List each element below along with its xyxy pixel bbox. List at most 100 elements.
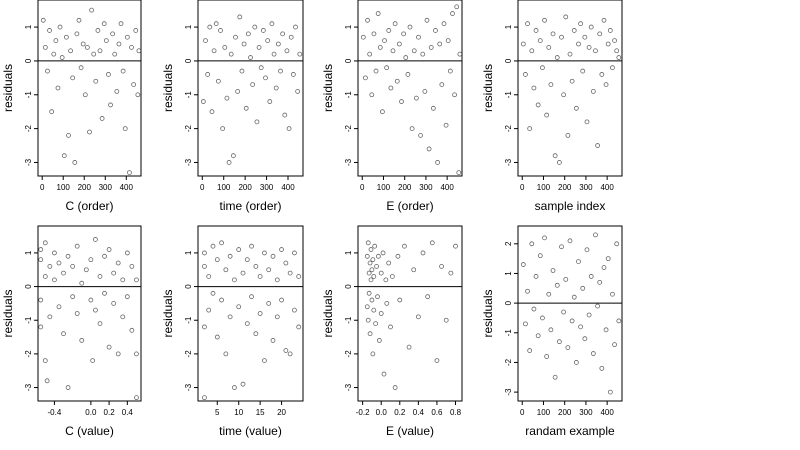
data-point — [95, 28, 101, 33]
x-axis-title: time (order) — [219, 199, 281, 213]
data-point — [40, 17, 46, 23]
y-tick-label: 2 — [504, 241, 513, 246]
data-point — [90, 358, 96, 364]
x-tick-label: -0.4 — [48, 408, 62, 417]
data-point — [542, 17, 547, 23]
data-point — [284, 48, 290, 54]
data-point — [269, 21, 275, 27]
data-point — [82, 92, 88, 98]
y-axis-title: residuals — [321, 64, 335, 112]
data-point — [38, 247, 44, 252]
data-point — [447, 68, 453, 74]
data-point — [70, 263, 76, 269]
data-point — [235, 88, 241, 94]
data-point — [610, 291, 615, 297]
y-axis-title: residuals — [321, 289, 335, 337]
data-point — [49, 109, 55, 115]
y-tick-label: 1 — [184, 24, 193, 29]
data-point — [282, 112, 288, 118]
data-point — [297, 51, 303, 57]
data-point — [430, 105, 436, 111]
data-point — [420, 51, 426, 57]
data-point — [373, 68, 379, 74]
data-point — [51, 51, 57, 57]
data-point — [390, 48, 396, 54]
data-point — [399, 99, 404, 104]
data-point — [434, 358, 440, 364]
data-point — [295, 88, 301, 94]
data-point — [97, 321, 103, 326]
x-tick-label: 0 — [360, 183, 365, 192]
data-point — [380, 250, 386, 256]
data-point — [134, 351, 139, 357]
data-point — [262, 358, 267, 364]
data-point — [93, 78, 99, 84]
data-point — [227, 314, 233, 320]
data-point — [120, 277, 126, 283]
data-point — [233, 34, 238, 40]
data-point — [573, 360, 579, 365]
data-point — [232, 385, 237, 390]
data-point — [411, 48, 417, 54]
data-point — [112, 51, 118, 57]
data-point — [206, 274, 212, 279]
plot-frame — [517, 0, 623, 177]
data-point — [376, 338, 382, 343]
data-point — [116, 41, 122, 47]
data-point — [290, 72, 296, 77]
chart-panel: -0.4 0.0 0.2 0.4 -3 -2 -1 0 1 C (value) residuals — [1, 225, 142, 438]
data-point — [435, 160, 440, 165]
data-point — [223, 267, 229, 273]
data-point — [61, 153, 67, 159]
data-point — [262, 250, 267, 256]
data-point — [533, 274, 539, 279]
data-point — [213, 21, 219, 27]
data-point — [533, 28, 539, 33]
data-point — [443, 122, 449, 128]
x-tick-label: 0 — [520, 408, 525, 417]
data-point — [584, 119, 590, 125]
data-point — [580, 285, 586, 291]
data-point — [529, 48, 535, 54]
data-point — [389, 274, 395, 279]
data-point — [232, 277, 237, 283]
data-point — [129, 263, 135, 269]
y-tick-label: -1 — [24, 316, 33, 324]
data-point — [382, 38, 387, 44]
data-point — [200, 99, 206, 104]
data-point — [38, 257, 44, 263]
x-axis-title: E (value) — [386, 424, 434, 438]
data-point — [565, 132, 571, 138]
data-point — [367, 51, 373, 57]
x-tick-label: 0.4 — [122, 408, 134, 417]
data-point — [222, 44, 228, 50]
data-point — [561, 309, 567, 315]
data-point — [571, 294, 577, 300]
y-tick-label: -3 — [184, 383, 193, 391]
x-axis-title: C (value) — [65, 424, 114, 438]
data-point — [106, 247, 112, 252]
data-point — [367, 331, 373, 337]
data-point — [223, 351, 229, 357]
x-axis-title: sample index — [535, 199, 606, 213]
data-point — [42, 240, 48, 246]
data-point — [381, 371, 387, 377]
y-tick-label: -3 — [24, 383, 33, 391]
y-tick-label: -2 — [504, 358, 513, 366]
y-tick-label: -2 — [184, 350, 193, 358]
x-tick-label: 400 — [600, 183, 614, 192]
data-point — [612, 342, 617, 348]
data-point — [218, 28, 223, 33]
data-point — [214, 257, 220, 263]
data-point — [411, 267, 417, 273]
data-point — [59, 55, 65, 60]
data-point — [614, 241, 620, 247]
data-point — [296, 274, 302, 279]
data-point — [569, 78, 575, 84]
data-point — [364, 253, 370, 259]
data-point — [383, 277, 389, 283]
plot-frame — [37, 225, 142, 402]
data-point — [245, 31, 251, 37]
data-point — [386, 260, 392, 266]
data-point — [274, 314, 280, 320]
